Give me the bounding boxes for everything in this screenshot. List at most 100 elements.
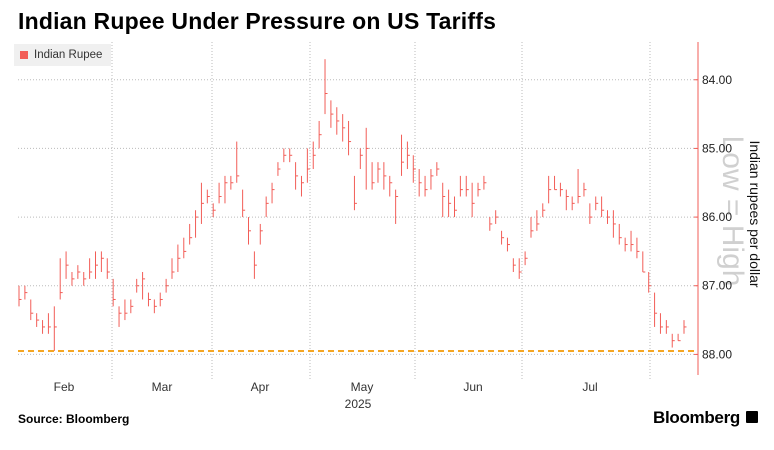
ohlc-bar <box>65 251 69 279</box>
ohlc-bar <box>265 196 269 218</box>
ohlc-bar <box>577 169 581 204</box>
y-tick-label: 86.00 <box>702 210 732 224</box>
ohlc-bar <box>418 169 422 197</box>
ohlc-bar <box>342 114 346 142</box>
ohlc-bar <box>548 175 552 204</box>
ohlc-bar <box>471 182 475 218</box>
ohlc-bar <box>353 175 357 211</box>
ohlc-bar <box>442 182 446 218</box>
ohlc-bar <box>159 292 163 307</box>
ohlc-bar <box>371 162 375 190</box>
ohlc-bar <box>312 141 316 170</box>
ohlc-bar <box>218 182 222 204</box>
ohlc-bar <box>348 120 352 156</box>
ohlc-bar <box>459 175 463 197</box>
ohlc-bar <box>289 148 293 163</box>
ohlc-bar <box>165 278 169 293</box>
ohlc-bar <box>506 237 510 252</box>
y-axis-label: Indian rupees per dollar <box>747 140 763 287</box>
ohlc-bar <box>571 196 575 211</box>
ohlc-bar <box>601 196 605 218</box>
y-ticks: 84.00 85.00 86.00 87.00 88.00 <box>694 73 732 361</box>
ohlc-bar <box>436 162 440 176</box>
ohlc-bar <box>30 299 34 321</box>
ohlc-bar <box>659 313 663 334</box>
ohlc-bar <box>336 107 340 135</box>
ohlc-bar <box>501 230 505 245</box>
ohlc-bar <box>536 210 540 231</box>
ohlc-bar <box>542 203 546 218</box>
ohlc-bar <box>583 182 587 197</box>
ohlc-bar <box>606 210 610 224</box>
chart-title: Indian Rupee Under Pressure on US Tariff… <box>18 8 497 34</box>
brand-logo-text: Bloomberg <box>652 408 740 427</box>
ohlc-bars <box>18 59 687 351</box>
ohlc-bar <box>224 175 228 204</box>
ohlc-bar <box>248 217 252 245</box>
x-tick-label: Feb <box>54 380 75 394</box>
ohlc-bar <box>236 141 240 183</box>
watermark-text: Low = High <box>716 136 749 287</box>
ohlc-bar <box>665 320 669 334</box>
ohlc-bar <box>242 189 246 218</box>
ohlc-bar <box>283 148 287 163</box>
ohlc-bar <box>401 134 405 176</box>
ohlc-bar <box>306 148 310 183</box>
x-tick-label: Jun <box>463 380 482 394</box>
gridlines <box>18 79 698 355</box>
ohlc-bar <box>100 251 104 273</box>
ohlc-bar <box>189 223 193 245</box>
legend: Indian Rupee <box>14 44 112 66</box>
ohlc-bar <box>383 162 387 190</box>
ohlc-bar <box>453 196 457 218</box>
ohlc-bar <box>118 306 122 327</box>
x-tick-label: Mar <box>152 380 173 394</box>
y-tick-label: 84.00 <box>702 73 732 87</box>
ohlc-bar <box>612 210 616 238</box>
x-year-label: 2025 <box>345 397 372 411</box>
ohlc-bar <box>642 251 646 273</box>
ohlc-bar <box>430 169 434 190</box>
ohlc-bar <box>648 272 652 293</box>
ohlc-bar <box>465 175 469 197</box>
y-tick-label: 85.00 <box>702 141 732 155</box>
ohlc-bar <box>142 272 146 300</box>
ohlc-bar <box>412 155 416 183</box>
source-note: Source: Bloomberg <box>18 412 130 426</box>
ohlc-bar <box>47 313 51 334</box>
ohlc-bar <box>495 210 499 224</box>
ohlc-bar <box>59 258 63 300</box>
ohlc-bar <box>183 237 187 259</box>
ohlc-bar <box>295 162 299 190</box>
ohlc-bar <box>630 230 634 252</box>
ohlc-bar <box>654 292 658 327</box>
ohlc-bar <box>124 299 128 321</box>
ohlc-bar <box>554 175 558 191</box>
ohlc-bar <box>112 278 116 307</box>
ohlc-bar <box>171 258 175 279</box>
ohlc-bar <box>677 333 681 342</box>
ohlc-bar <box>595 196 599 211</box>
ohlc-bar <box>518 258 522 279</box>
ohlc-bar <box>42 320 46 334</box>
x-ticks: Feb Mar Apr May Jun Jul <box>54 380 598 394</box>
brand-icon <box>746 411 758 423</box>
ohlc-bar <box>24 285 28 300</box>
ohlc-bar <box>153 299 157 314</box>
ohlc-bar <box>559 182 563 197</box>
x-tick-label: May <box>351 380 374 394</box>
ohlc-bar <box>95 251 99 279</box>
ohlc-bar <box>477 182 481 197</box>
ohlc-bar <box>277 162 281 176</box>
ohlc-bar <box>53 306 57 351</box>
ohlc-bar <box>253 251 257 279</box>
ohlc-bar <box>18 285 22 307</box>
ohlc-bar <box>147 292 151 307</box>
ohlc-bar <box>83 272 87 286</box>
ohlc-bar <box>377 162 381 183</box>
ohlc-bar <box>406 141 410 170</box>
ohlc-bar <box>618 223 622 245</box>
ohlc-bar <box>359 148 363 170</box>
ohlc-bar <box>395 189 399 224</box>
ohlc-bar <box>271 182 275 204</box>
